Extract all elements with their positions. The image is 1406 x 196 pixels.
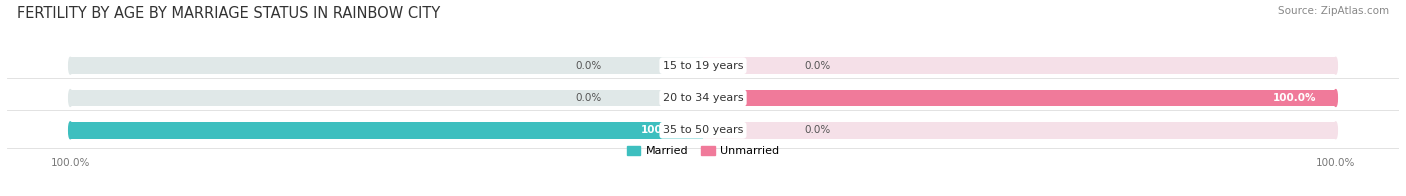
Text: 35 to 50 years: 35 to 50 years <box>662 125 744 135</box>
Legend: Married, Unmarried: Married, Unmarried <box>627 146 779 156</box>
Circle shape <box>1334 122 1337 139</box>
Text: 100.0%: 100.0% <box>1274 93 1317 103</box>
Bar <box>703 122 1336 139</box>
Circle shape <box>69 122 72 139</box>
Text: Source: ZipAtlas.com: Source: ZipAtlas.com <box>1278 6 1389 16</box>
Text: 0.0%: 0.0% <box>575 93 602 103</box>
Bar <box>703 90 1336 106</box>
Circle shape <box>1334 57 1337 74</box>
Bar <box>70 90 703 106</box>
Text: 15 to 19 years: 15 to 19 years <box>662 61 744 71</box>
Circle shape <box>69 90 72 106</box>
Circle shape <box>1334 90 1337 106</box>
Circle shape <box>69 57 72 74</box>
Text: 0.0%: 0.0% <box>575 61 602 71</box>
Bar <box>70 57 703 74</box>
Circle shape <box>1334 90 1337 106</box>
Circle shape <box>69 122 72 139</box>
Text: 100.0%: 100.0% <box>641 125 685 135</box>
Bar <box>70 122 703 139</box>
Text: 0.0%: 0.0% <box>804 125 831 135</box>
Bar <box>703 57 1336 74</box>
Text: FERTILITY BY AGE BY MARRIAGE STATUS IN RAINBOW CITY: FERTILITY BY AGE BY MARRIAGE STATUS IN R… <box>17 6 440 21</box>
Text: 20 to 34 years: 20 to 34 years <box>662 93 744 103</box>
Bar <box>70 122 703 139</box>
Bar <box>703 90 1336 106</box>
Text: 0.0%: 0.0% <box>804 61 831 71</box>
